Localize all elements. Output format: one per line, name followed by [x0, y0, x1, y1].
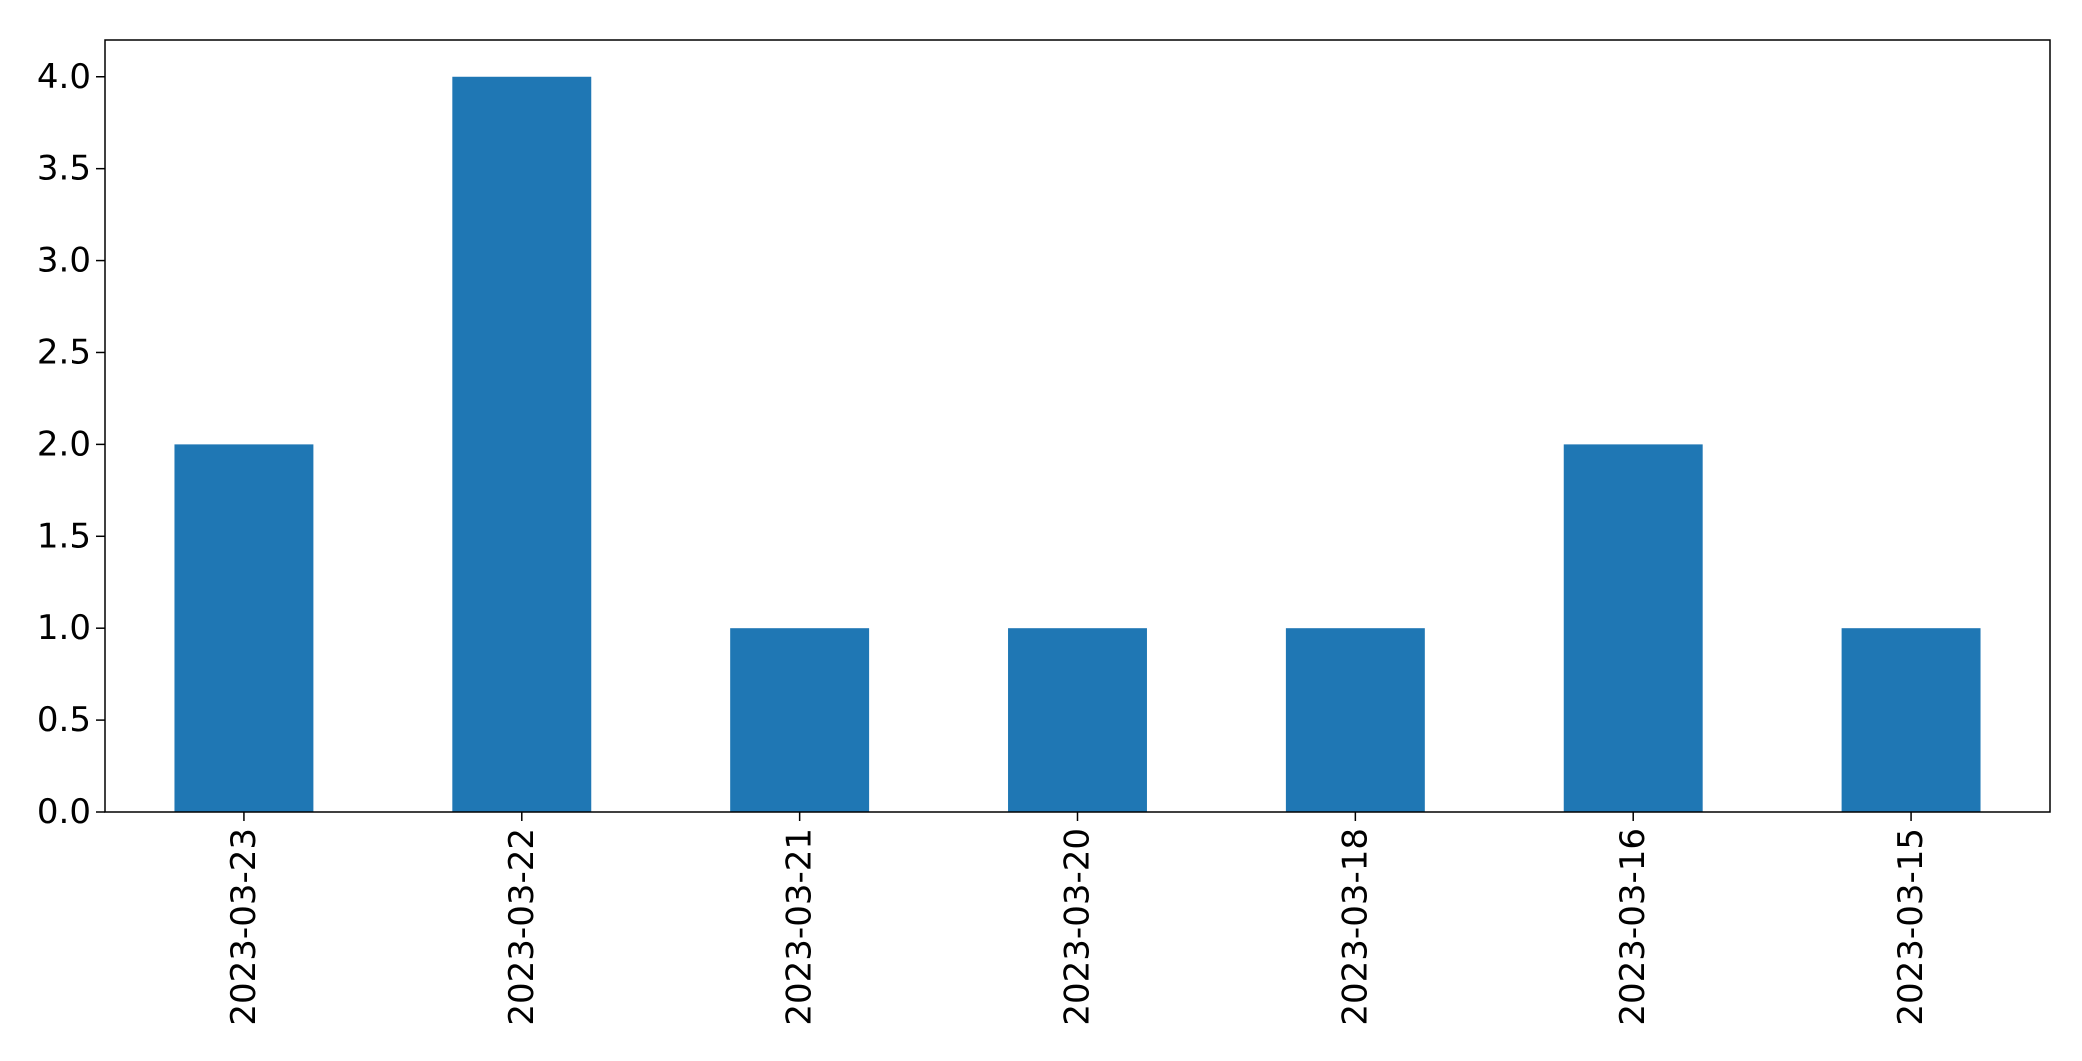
y-tick-label: 0.5 — [37, 700, 91, 740]
x-axis: 2023-03-23 2023-03-22 2023-03-21 2023-03-20… — [224, 812, 1931, 1026]
y-tick-label: 3.5 — [37, 149, 91, 189]
y-tick-label: 0.0 — [37, 792, 91, 832]
bar-2023-03-22 — [452, 76, 592, 812]
bar-2023-03-18 — [1285, 628, 1425, 812]
y-axis: 0.0 0.5 1.0 1.5 2.0 2.5 3.0 3.5 4.0 — [37, 57, 105, 832]
x-tick-label: 2023-03-16 — [1613, 828, 1653, 1026]
y-tick-label: 4.0 — [37, 57, 91, 97]
x-tick-label: 2023-03-18 — [1335, 828, 1375, 1026]
bar-2023-03-15 — [1841, 628, 1981, 812]
bar-2023-03-16 — [1563, 444, 1703, 812]
y-tick-label: 3.0 — [37, 241, 91, 281]
x-tick-label: 2023-03-20 — [1058, 828, 1098, 1026]
y-tick-label: 2.5 — [37, 332, 91, 372]
y-tick-label: 1.5 — [37, 516, 91, 556]
x-tick-label: 2023-03-15 — [1891, 828, 1931, 1026]
bar-2023-03-21 — [730, 628, 870, 812]
y-tick-label: 2.0 — [37, 424, 91, 464]
bar-2023-03-23 — [174, 444, 314, 812]
bars-layer — [174, 76, 1981, 812]
x-tick-label: 2023-03-22 — [502, 828, 542, 1026]
x-tick-label: 2023-03-21 — [780, 828, 820, 1026]
bar-2023-03-20 — [1008, 628, 1147, 812]
x-tick-label: 2023-03-23 — [224, 828, 264, 1026]
y-tick-label: 1.0 — [37, 608, 91, 648]
